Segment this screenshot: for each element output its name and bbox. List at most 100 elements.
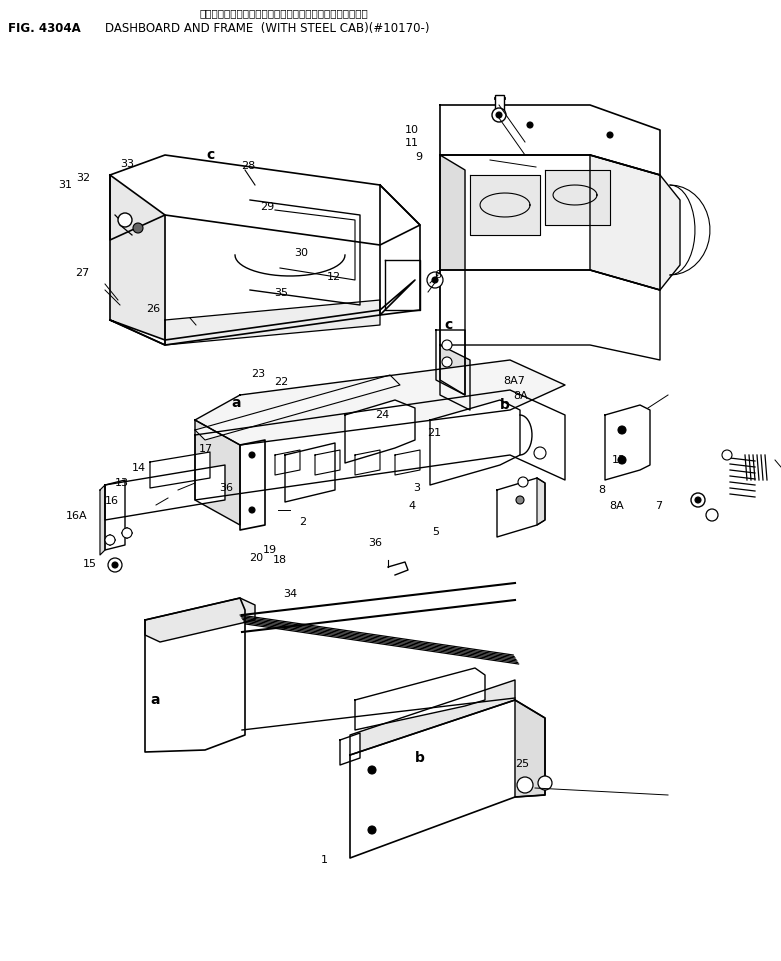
Text: 26: 26 (146, 305, 160, 314)
Text: 23: 23 (251, 369, 265, 379)
Polygon shape (395, 450, 420, 475)
Text: 34: 34 (283, 589, 297, 599)
Polygon shape (165, 300, 380, 345)
Circle shape (518, 477, 528, 487)
Polygon shape (537, 478, 545, 525)
Polygon shape (150, 452, 210, 488)
Polygon shape (340, 733, 360, 765)
Circle shape (442, 340, 452, 350)
Text: 14: 14 (132, 463, 146, 473)
Text: 12: 12 (327, 272, 341, 282)
Polygon shape (345, 400, 415, 463)
Bar (495, 95, 504, 113)
Text: 31: 31 (58, 181, 72, 190)
Circle shape (695, 497, 701, 503)
Circle shape (722, 450, 732, 460)
Text: 29: 29 (260, 202, 274, 211)
Polygon shape (240, 440, 265, 530)
Text: 17: 17 (199, 444, 213, 454)
Polygon shape (195, 375, 400, 440)
Text: 9: 9 (415, 152, 423, 161)
Polygon shape (430, 400, 520, 485)
Text: 25: 25 (515, 759, 529, 769)
Polygon shape (195, 420, 240, 525)
Text: 33: 33 (120, 160, 134, 169)
Circle shape (368, 826, 376, 834)
Text: 6: 6 (434, 270, 440, 280)
Text: 36: 36 (219, 483, 234, 493)
Polygon shape (285, 443, 335, 502)
Polygon shape (350, 680, 515, 755)
Circle shape (442, 357, 452, 367)
Polygon shape (145, 598, 255, 642)
Polygon shape (440, 270, 660, 360)
Polygon shape (195, 390, 565, 500)
Circle shape (492, 108, 506, 122)
Polygon shape (355, 450, 380, 475)
Text: 35: 35 (274, 288, 288, 298)
Text: 5: 5 (433, 528, 439, 537)
Polygon shape (350, 700, 545, 858)
Text: 8A7: 8A7 (503, 376, 525, 385)
Polygon shape (385, 260, 420, 310)
Text: 15: 15 (83, 559, 97, 569)
Polygon shape (590, 155, 680, 290)
Polygon shape (110, 175, 165, 345)
Text: b: b (501, 398, 510, 411)
Text: 36: 36 (368, 538, 382, 548)
Text: b: b (415, 752, 424, 765)
Text: 20: 20 (249, 554, 263, 563)
Polygon shape (440, 105, 660, 175)
Text: a: a (231, 396, 241, 409)
Polygon shape (515, 700, 545, 797)
Circle shape (118, 213, 132, 227)
Text: 3: 3 (414, 483, 420, 493)
Circle shape (133, 223, 143, 233)
Polygon shape (436, 330, 465, 395)
Text: 12: 12 (612, 456, 626, 465)
Circle shape (538, 776, 552, 790)
Polygon shape (440, 155, 465, 395)
Circle shape (496, 112, 502, 118)
Circle shape (691, 493, 705, 507)
Polygon shape (275, 450, 300, 475)
Text: 16: 16 (105, 496, 119, 505)
Circle shape (112, 562, 118, 568)
Circle shape (517, 777, 533, 793)
Polygon shape (380, 185, 420, 315)
Text: 13: 13 (115, 479, 129, 488)
Text: 1: 1 (321, 855, 327, 865)
Circle shape (706, 509, 718, 521)
Circle shape (122, 528, 132, 538)
Polygon shape (355, 668, 485, 730)
Text: FIG. 4304A: FIG. 4304A (8, 22, 80, 35)
Text: 10: 10 (405, 125, 419, 135)
Circle shape (427, 272, 443, 288)
Text: 4: 4 (408, 502, 415, 511)
Text: 30: 30 (294, 248, 308, 258)
Circle shape (108, 558, 122, 572)
Text: DASHBOARD AND FRAME  (WITH STEEL CAB)(#10170-): DASHBOARD AND FRAME (WITH STEEL CAB)(#10… (105, 22, 430, 35)
Circle shape (516, 496, 524, 504)
Polygon shape (440, 345, 470, 410)
Text: a: a (151, 693, 160, 706)
Circle shape (105, 535, 115, 545)
Text: 28: 28 (241, 161, 255, 171)
Text: 8A: 8A (610, 502, 624, 511)
Polygon shape (195, 360, 565, 445)
Text: 32: 32 (77, 173, 91, 183)
Circle shape (368, 766, 376, 774)
Text: 19: 19 (262, 545, 276, 554)
Text: c: c (207, 148, 215, 161)
Text: 24: 24 (376, 410, 390, 420)
Circle shape (527, 122, 533, 128)
Circle shape (432, 277, 438, 283)
Polygon shape (605, 405, 650, 480)
Text: ダッシュボード　ナビ　フレーム（スチール　キャブ　付）: ダッシュボード ナビ フレーム（スチール キャブ 付） (200, 8, 369, 18)
Circle shape (618, 426, 626, 434)
Polygon shape (440, 155, 660, 290)
Text: 22: 22 (274, 378, 288, 387)
Polygon shape (545, 170, 610, 225)
Text: 7: 7 (654, 502, 662, 511)
Circle shape (249, 507, 255, 513)
